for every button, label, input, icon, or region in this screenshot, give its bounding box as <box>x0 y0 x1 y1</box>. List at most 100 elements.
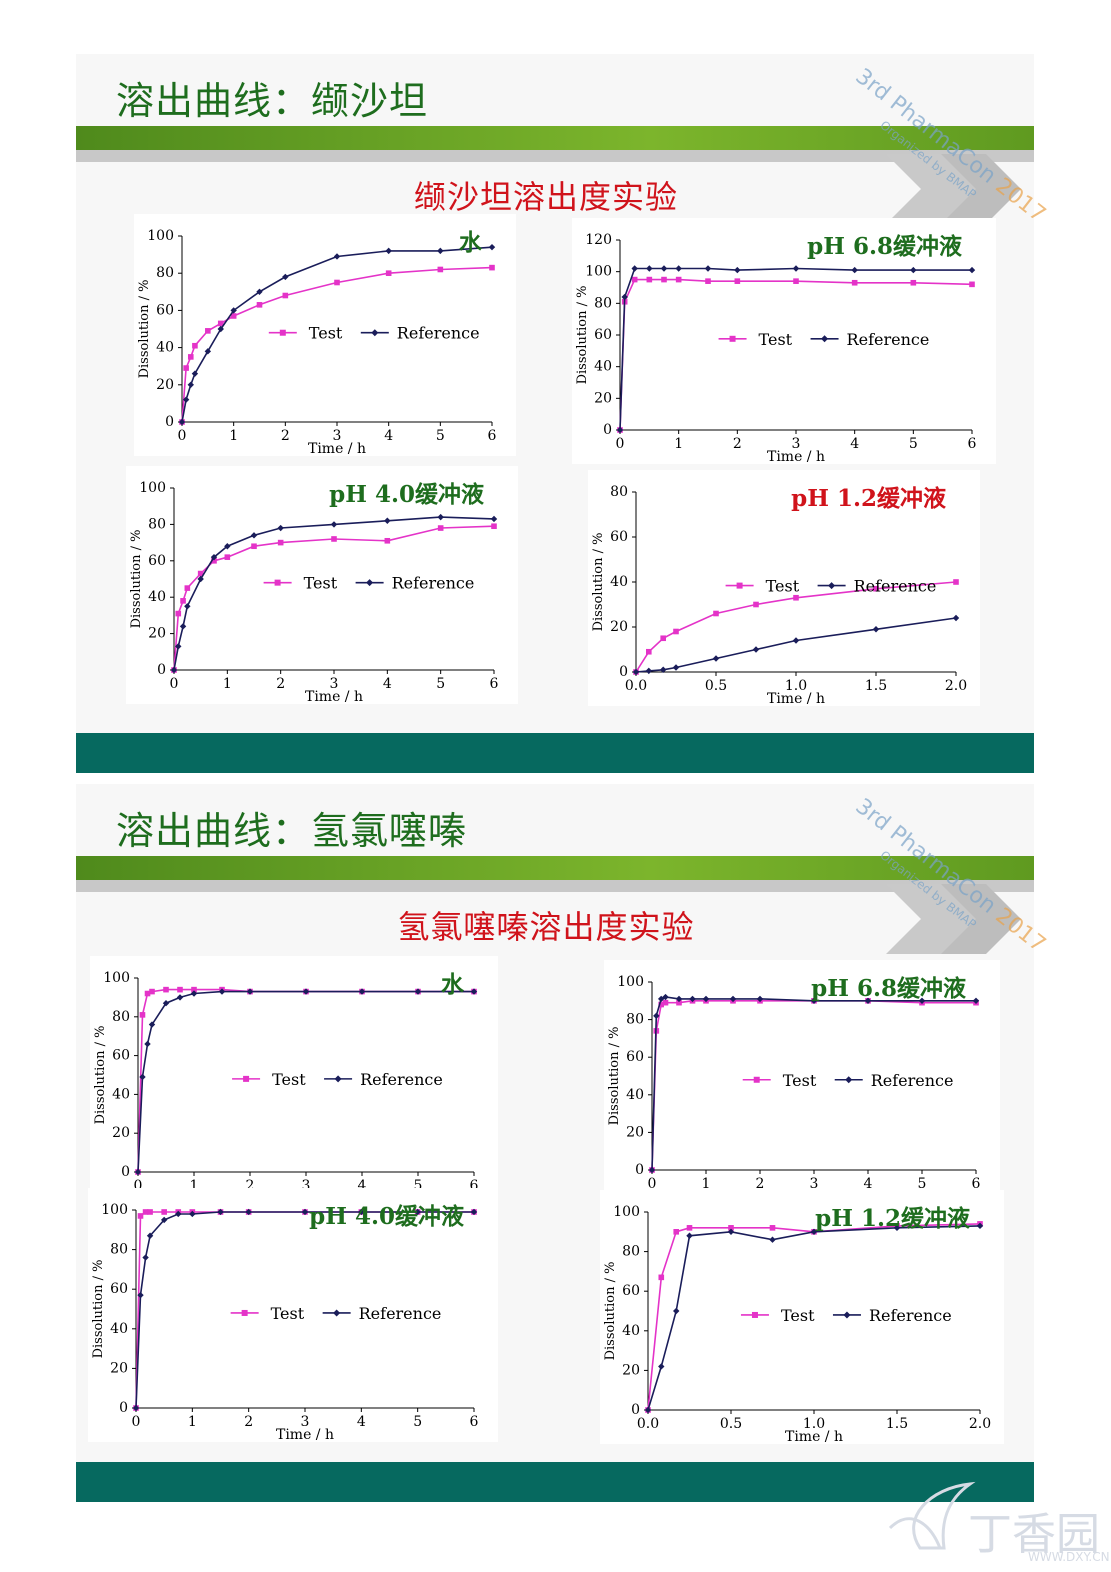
x-axis-label: Time / h <box>308 441 366 457</box>
legend-reference-marker <box>333 1309 341 1317</box>
reference-data-point <box>648 1166 656 1174</box>
test-data-point <box>139 1012 146 1018</box>
reference-data-point <box>752 646 760 653</box>
reference-data-point <box>137 1291 144 1299</box>
chart-medium-label: pH 6.8缓冲液 <box>807 233 962 260</box>
x-tick-label: 6 <box>968 436 977 452</box>
test-data-point <box>175 610 182 617</box>
reference-data-point <box>645 667 652 675</box>
test-data-point <box>646 648 652 655</box>
reference-data-point <box>330 521 338 528</box>
reference-data-point <box>810 997 818 1004</box>
test-data-point <box>658 1274 665 1281</box>
y-tick-label: 100 <box>139 480 166 496</box>
test-series-line <box>181 266 493 423</box>
reference-data-point <box>230 307 237 314</box>
reference-data-point <box>704 265 712 272</box>
reference-data-point <box>968 266 976 274</box>
y-tick-label: 80 <box>110 1242 128 1258</box>
y-tick-label: 0 <box>631 1402 640 1418</box>
y-tick-label: 40 <box>594 359 612 375</box>
test-data-point <box>161 1209 167 1215</box>
x-tick-label: 2 <box>276 676 285 692</box>
x-tick-label: 2 <box>244 1414 253 1430</box>
reference-data-point <box>134 1168 142 1176</box>
y-axis-label: Dissolution / % <box>575 286 590 385</box>
y-tick-label: 60 <box>610 529 628 545</box>
reference-data-point <box>148 1021 156 1028</box>
x-tick-label: 1 <box>223 676 232 692</box>
x-tick-label: 0 <box>178 428 187 444</box>
test-data-point <box>142 1209 149 1215</box>
y-tick-label: 20 <box>626 1124 644 1140</box>
y-tick-label: 80 <box>622 1244 640 1260</box>
legend-reference-marker <box>366 579 374 587</box>
y-axis-label: Dissolution / % <box>603 1262 618 1361</box>
chart-medium-label: 水 <box>441 971 465 998</box>
y-tick-label: 100 <box>147 228 174 244</box>
x-tick-label: 5 <box>436 428 445 444</box>
chart-hctz-ph40: 0 20 40 60 80 100 0 1 2 3 4 5 6 Time / h Dissolution /… <box>88 1188 498 1443</box>
x-tick-label: 0 <box>648 1176 657 1192</box>
reference-data-point <box>385 247 392 255</box>
legend-test-label: Test <box>759 330 793 349</box>
legend-reference-label: Reference <box>359 1304 442 1323</box>
y-tick-label: 0 <box>165 414 174 430</box>
chart-medium-label: pH 1.2缓冲液 <box>815 1205 970 1232</box>
test-data-point <box>734 278 741 284</box>
test-data-point <box>673 1229 680 1235</box>
y-tick-label: 20 <box>156 377 174 393</box>
reference-data-point <box>179 623 187 630</box>
teal-footer-bar <box>76 1462 1034 1502</box>
y-tick-label: 60 <box>110 1281 128 1297</box>
chart-hctz-ph12: 0 20 40 60 80 100 0.0 0.5 1.0 1.5 2.0 Time / h Disso… <box>600 1190 1004 1445</box>
y-tick-label: 40 <box>610 574 628 590</box>
reference-data-point <box>675 995 683 1003</box>
test-data-point <box>753 601 759 608</box>
reference-data-point <box>146 1232 154 1239</box>
reference-data-point <box>662 993 669 1001</box>
y-tick-label: 100 <box>617 974 644 990</box>
chart-medium-label: pH 4.0缓冲液 <box>329 481 484 508</box>
legend-test-marker <box>243 1075 250 1082</box>
y-tick-label: 80 <box>148 516 166 532</box>
test-data-point <box>147 1209 153 1215</box>
x-tick-label: 0 <box>170 676 179 692</box>
test-data-point <box>187 354 194 360</box>
x-tick-label: 1 <box>229 428 238 444</box>
chart-valsartan-ph40: 0 20 40 60 80 100 0 1 2 3 4 5 6 Time / h Dissolution /… <box>126 466 518 705</box>
y-tick-label: 80 <box>156 265 174 281</box>
test-data-point <box>713 610 719 617</box>
slide-title: 溶出曲线：氢氯噻嗪 <box>116 809 468 853</box>
y-tick-label: 0 <box>603 422 612 438</box>
y-tick-label: 60 <box>148 553 166 569</box>
reference-data-point <box>490 515 498 523</box>
reference-data-point <box>792 637 800 644</box>
test-data-point <box>969 281 975 288</box>
reference-data-point <box>672 664 680 671</box>
y-tick-label: 60 <box>622 1283 640 1299</box>
chart-medium-label: pH 4.0缓冲液 <box>309 1203 464 1230</box>
x-axis-label: Time / h <box>767 449 825 465</box>
test-data-point <box>673 628 679 635</box>
reference-data-point <box>972 997 980 1004</box>
chart-medium-label: pH 1.2缓冲液 <box>791 485 946 512</box>
test-data-point <box>437 525 444 531</box>
y-tick-label: 0 <box>619 664 628 680</box>
test-data-point <box>660 635 666 642</box>
test-data-point <box>184 585 191 591</box>
reference-data-point <box>660 265 668 272</box>
test-data-point <box>211 558 217 564</box>
y-tick-label: 20 <box>610 619 628 635</box>
y-axis-label: Dissolution / % <box>607 1027 622 1126</box>
test-data-point <box>217 320 224 327</box>
reference-data-point <box>686 1232 693 1239</box>
chevron-arrow-icon <box>886 154 1021 224</box>
y-tick-label: 40 <box>110 1321 128 1337</box>
x-tick-label: 6 <box>470 1178 479 1194</box>
test-data-point <box>256 302 263 308</box>
reference-data-point <box>384 517 391 524</box>
test-data-point <box>489 264 495 271</box>
reference-data-point <box>358 1208 365 1216</box>
y-tick-label: 100 <box>613 1204 640 1220</box>
